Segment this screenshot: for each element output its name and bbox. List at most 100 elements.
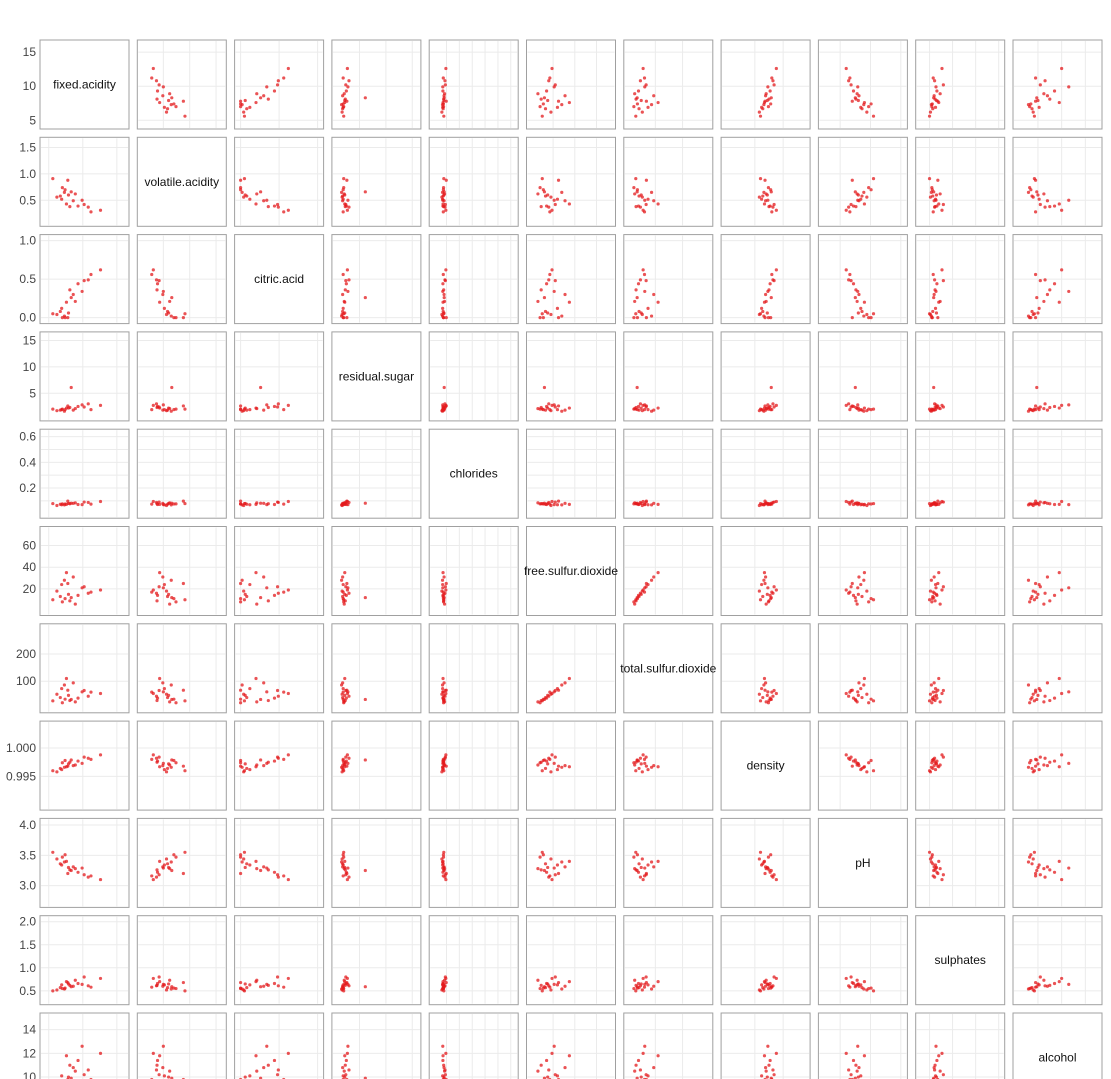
data-point — [239, 581, 243, 586]
data-point — [541, 316, 545, 320]
data-point — [856, 85, 860, 89]
data-point — [1029, 853, 1033, 857]
data-point — [150, 985, 154, 989]
data-point — [239, 105, 243, 109]
data-point — [644, 99, 648, 103]
data-point — [757, 692, 761, 696]
data-point — [768, 89, 772, 93]
data-point — [443, 79, 447, 83]
data-point — [867, 986, 871, 991]
data-point — [286, 499, 290, 504]
data-point — [82, 202, 86, 207]
data-point — [363, 697, 367, 702]
data-point — [89, 985, 93, 989]
data-point — [343, 300, 347, 304]
data-point — [853, 697, 857, 702]
data-point — [341, 983, 345, 987]
data-point — [553, 202, 557, 207]
data-point — [165, 594, 170, 599]
data-point — [181, 688, 185, 692]
data-point — [634, 1063, 638, 1067]
panel-frame — [623, 526, 714, 616]
data-point — [867, 701, 871, 705]
data-point — [771, 694, 775, 698]
data-point — [552, 403, 556, 407]
data-point — [66, 581, 70, 586]
data-point — [637, 766, 641, 771]
data-point — [240, 765, 244, 769]
data-point — [553, 500, 557, 504]
data-point — [641, 268, 645, 272]
data-point — [169, 765, 173, 769]
data-point — [1035, 697, 1039, 702]
panel-residual.sugar-vs-fixed.acidity — [39, 331, 130, 422]
data-point — [552, 982, 556, 987]
data-point — [172, 102, 176, 106]
data-point — [927, 699, 932, 703]
data-point — [762, 676, 767, 681]
data-point — [275, 202, 280, 207]
data-point — [634, 114, 638, 118]
data-point — [98, 753, 103, 757]
data-point — [441, 105, 445, 109]
data-point — [546, 865, 550, 870]
data-point — [1037, 408, 1041, 412]
data-point — [157, 755, 161, 759]
data-point — [563, 408, 567, 412]
data-point — [850, 99, 854, 103]
data-point — [442, 114, 446, 118]
data-point — [342, 986, 346, 991]
data-point — [855, 192, 859, 196]
panel-residual.sugar-vs-sulphates — [915, 331, 1006, 422]
data-point — [1048, 288, 1052, 292]
data-point — [634, 598, 638, 602]
data-point — [560, 987, 564, 991]
data-point — [239, 986, 243, 991]
data-point — [936, 316, 940, 320]
data-point — [762, 987, 766, 991]
data-point — [155, 1063, 159, 1067]
data-point — [538, 855, 542, 859]
data-point — [932, 295, 936, 300]
data-point — [1060, 691, 1064, 696]
data-point — [656, 202, 660, 206]
data-point — [181, 316, 185, 320]
data-point — [441, 676, 445, 681]
data-point — [941, 279, 945, 283]
data-point — [556, 764, 561, 768]
data-point — [1036, 98, 1040, 103]
data-point — [239, 597, 243, 601]
variable-label: volatile.acidity — [144, 175, 219, 189]
data-point — [935, 282, 939, 286]
data-point — [857, 681, 861, 685]
data-point — [441, 761, 445, 765]
data-point — [98, 268, 103, 272]
data-point — [82, 1073, 86, 1077]
data-point — [772, 1073, 776, 1077]
data-point — [865, 312, 869, 317]
panel-fixed.acidity-vs-chlorides — [428, 39, 519, 130]
data-point — [276, 756, 280, 760]
y-tick-label: 1.5 — [19, 141, 36, 155]
data-point — [1038, 405, 1042, 409]
data-point — [639, 865, 643, 870]
data-point — [769, 316, 773, 320]
data-point — [164, 312, 169, 317]
data-point — [639, 406, 643, 410]
data-point — [341, 695, 345, 700]
data-point — [1028, 105, 1032, 109]
data-point — [933, 105, 938, 109]
data-point — [547, 79, 551, 83]
data-point — [865, 195, 869, 199]
data-point — [549, 409, 553, 413]
data-point — [649, 314, 654, 318]
data-point — [556, 404, 561, 408]
data-point — [652, 575, 656, 579]
data-point — [242, 850, 247, 854]
data-point — [183, 407, 187, 411]
data-point — [542, 985, 547, 989]
data-point — [857, 1065, 861, 1070]
panel-chlorides-vs-free.sulfur.dioxide — [526, 428, 616, 519]
data-point — [757, 195, 761, 199]
data-point — [862, 1054, 867, 1058]
